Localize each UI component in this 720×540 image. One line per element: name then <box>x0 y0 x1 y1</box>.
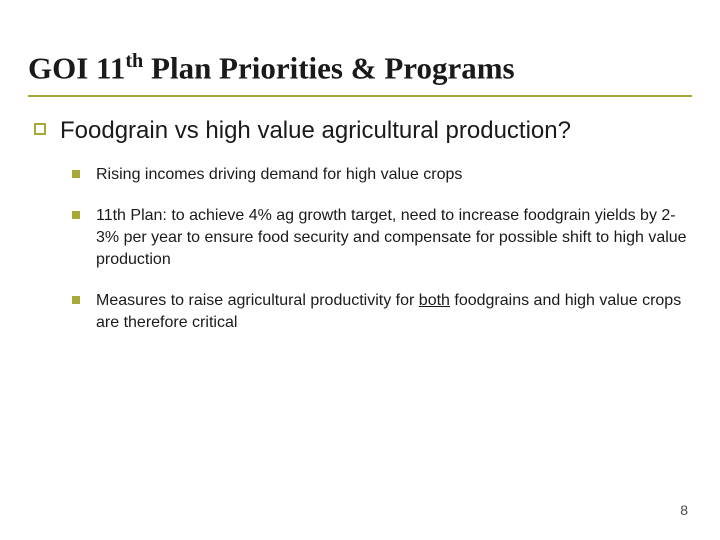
sub-bullet-list: Rising incomes driving demand for high v… <box>34 164 692 334</box>
page-number: 8 <box>680 502 688 518</box>
bullet-l2-text: Measures to raise agricultural productiv… <box>96 290 692 333</box>
slide-title: GOI 11th Plan Priorities & Programs <box>28 50 692 97</box>
hollow-square-icon <box>34 123 46 135</box>
underlined-text: both <box>419 292 450 309</box>
content-area: Foodgrain vs high value agricultural pro… <box>28 97 692 333</box>
bullet-l1-text: Foodgrain vs high value agricultural pro… <box>60 115 571 147</box>
text-prefix: Measures to raise agricultural productiv… <box>96 292 419 309</box>
bullet-level2: 11th Plan: to achieve 4% ag growth targe… <box>72 205 692 270</box>
bullet-l2-text: 11th Plan: to achieve 4% ag growth targe… <box>96 205 692 270</box>
title-post: Plan Priorities & Programs <box>143 50 514 85</box>
filled-square-icon <box>72 296 80 304</box>
filled-square-icon <box>72 170 80 178</box>
bullet-level2: Measures to raise agricultural productiv… <box>72 290 692 333</box>
title-pre: GOI 11 <box>28 50 125 85</box>
title-superscript: th <box>125 50 143 72</box>
filled-square-icon <box>72 211 80 219</box>
slide-container: GOI 11th Plan Priorities & Programs Food… <box>0 0 720 373</box>
bullet-level2: Rising incomes driving demand for high v… <box>72 164 692 186</box>
bullet-level1: Foodgrain vs high value agricultural pro… <box>34 115 692 147</box>
bullet-l2-text: Rising incomes driving demand for high v… <box>96 164 462 186</box>
